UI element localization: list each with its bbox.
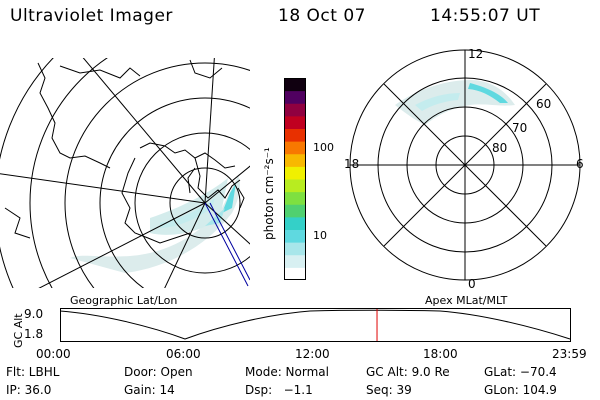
mlat-label-60: 60 <box>536 97 552 111</box>
time-label: 14:55:07 UT <box>430 6 541 26</box>
colorbar-band <box>284 115 306 129</box>
geographic-map <box>0 58 250 288</box>
status-dsp: Dsp: −1.1 <box>245 383 313 397</box>
longitude-lines <box>0 58 250 288</box>
timeline-tick-0: 00:00 <box>36 347 71 361</box>
status-glon: GLon: 104.9 <box>484 383 557 397</box>
geo-map-caption: Geographic Lat/Lon <box>70 294 178 307</box>
coastlines <box>4 59 245 244</box>
mlat-label-80: 80 <box>492 141 508 155</box>
polar-aurora <box>395 80 515 125</box>
latitude-circles <box>0 58 250 288</box>
status-glat: GLat: −70.4 <box>484 365 557 379</box>
colorbar-band <box>284 242 306 256</box>
status-gc-alt: GC Alt: 9.0 Re <box>366 365 450 379</box>
mlt-label-dusk: 18 <box>344 157 360 171</box>
colorbar-band <box>284 103 306 117</box>
polar-plot-caption: Apex MLat/MLT <box>425 294 508 307</box>
colorbar-band <box>284 254 306 268</box>
status-mode: Mode: Normal <box>245 365 329 379</box>
colorbar-band <box>284 216 306 230</box>
colorbar-band <box>284 78 306 92</box>
polar-plot <box>349 49 581 281</box>
colorbar-band <box>284 166 306 180</box>
mlat-label-70: 70 <box>512 121 528 135</box>
colorbar-unit-label: photon cm⁻²s⁻¹ <box>262 147 276 240</box>
mlt-label-noon: 12 <box>468 47 484 61</box>
timeline-tick-2: 12:00 <box>295 347 330 361</box>
satellite-track <box>204 202 250 287</box>
status-seq: Seq: 39 <box>366 383 412 397</box>
colorbar <box>284 78 306 280</box>
geo-aurora <box>70 176 240 273</box>
timeline-tick-1: 06:00 <box>166 347 201 361</box>
status-door: Door: Open <box>124 365 193 379</box>
timeline-tick-4: 23:59 <box>552 347 587 361</box>
colorbar-band <box>284 204 306 218</box>
colorbar-tick-10: 10 <box>313 229 327 242</box>
timeline-frame <box>60 308 571 342</box>
status-filter: Flt: LBHL <box>6 365 60 379</box>
timeline-ymax-label: 9.0 <box>24 307 44 321</box>
polar-spokes <box>350 50 580 280</box>
colorbar-band <box>284 90 306 104</box>
mlt-label-midnight: 0 <box>468 277 476 291</box>
colorbar-band <box>284 141 306 155</box>
colorbar-band <box>284 179 306 193</box>
altitude-timeline <box>60 308 571 342</box>
colorbar-tick-100: 100 <box>313 141 334 154</box>
date-label: 18 Oct 07 <box>278 6 366 26</box>
status-gain: Gain: 14 <box>124 383 175 397</box>
mlt-label-dawn: 6 <box>576 157 584 171</box>
colorbar-band <box>284 267 306 280</box>
colorbar-frame <box>284 78 306 280</box>
colorbar-band <box>284 191 306 205</box>
status-ip: IP: 36.0 <box>6 383 52 397</box>
timeline-ymin-label: 1.8 <box>24 327 44 341</box>
colorbar-band <box>284 229 306 243</box>
timeline-tick-3: 18:00 <box>423 347 458 361</box>
altitude-curve <box>60 309 571 340</box>
colorbar-band <box>284 128 306 142</box>
colorbar-band <box>284 153 306 167</box>
instrument-title: Ultraviolet Imager <box>10 6 173 26</box>
